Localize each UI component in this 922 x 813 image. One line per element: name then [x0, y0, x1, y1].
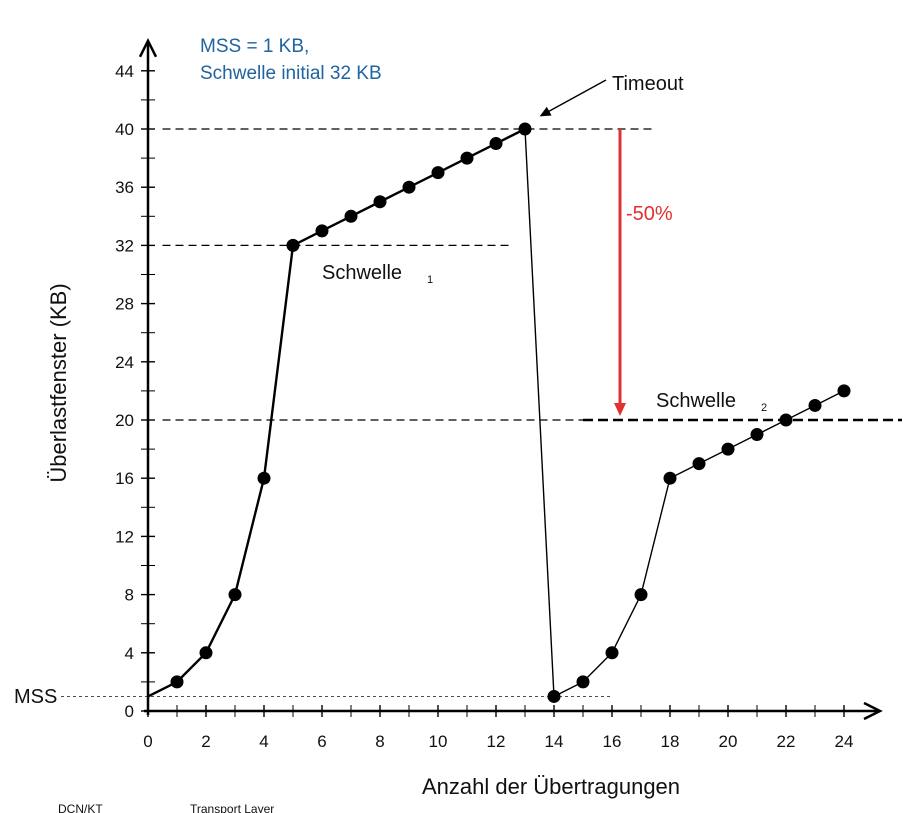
y-tick-label-8: 8 — [125, 586, 134, 605]
y-tick-label-4: 4 — [125, 644, 134, 663]
series-line-phase-2 — [524, 128, 845, 698]
footer-right: Transport Layer — [190, 802, 274, 813]
x-tick-label-20: 20 — [719, 732, 738, 751]
x-tick-label-8: 8 — [375, 732, 384, 751]
y-tick-label-20: 20 — [115, 411, 134, 430]
data-point-19 — [692, 457, 706, 471]
data-point-1 — [170, 675, 184, 689]
footer-left: DCN/KT — [58, 802, 103, 813]
y-tick-label-16: 16 — [115, 469, 134, 488]
series-line-phase-1 — [147, 127, 526, 698]
data-point-14 — [547, 689, 561, 703]
threshold-2-subscript: 2 — [761, 402, 767, 414]
data-point-16 — [605, 646, 619, 660]
mss-label: MSS — [14, 686, 57, 708]
data-point-2 — [199, 646, 213, 660]
x-axis-title: Anzahl der Übertragungen — [422, 774, 680, 799]
data-point-12 — [489, 137, 503, 151]
y-tick-label-40: 40 — [115, 120, 134, 139]
timeout-arrow — [539, 79, 607, 117]
y-tick-label-24: 24 — [115, 353, 134, 372]
y-tick-label-44: 44 — [115, 62, 134, 81]
data-point-22 — [779, 413, 793, 427]
threshold-1-subscript: 1 — [427, 274, 433, 286]
x-tick-label-0: 0 — [143, 732, 152, 751]
y-tick-label-32: 32 — [115, 236, 134, 255]
data-point-17 — [634, 588, 648, 602]
data-point-9 — [402, 180, 416, 194]
data-point-21 — [750, 428, 764, 442]
x-tick-label-22: 22 — [777, 732, 796, 751]
data-point-20 — [721, 442, 735, 456]
data-point-7 — [344, 209, 358, 223]
data-point-13 — [518, 122, 532, 136]
data-point-15 — [576, 675, 590, 689]
data-point-24 — [837, 384, 851, 398]
data-point-11 — [460, 151, 474, 165]
data-point-8 — [373, 195, 387, 209]
y-axis-title: Überlastfenster (KB) — [46, 283, 71, 482]
timeout-label: Timeout — [612, 73, 684, 95]
x-tick-label-6: 6 — [317, 732, 326, 751]
data-series — [147, 122, 851, 703]
x-axis-arrowhead — [863, 701, 883, 721]
x-tick-label-14: 14 — [545, 732, 564, 751]
data-point-18 — [663, 471, 677, 485]
y-tick-label-36: 36 — [115, 178, 134, 197]
x-tick-label-12: 12 — [487, 732, 506, 751]
data-point-10 — [431, 166, 445, 180]
x-tick-label-16: 16 — [603, 732, 622, 751]
y-tick-label-28: 28 — [115, 295, 134, 314]
axes — [138, 38, 883, 721]
drop-label: -50% — [626, 203, 673, 225]
data-point-3 — [228, 588, 242, 602]
y-axis-arrowhead — [138, 38, 158, 58]
data-point-6 — [315, 224, 329, 238]
data-point-5 — [286, 238, 300, 252]
x-tick-label-24: 24 — [835, 732, 854, 751]
x-tick-label-10: 10 — [429, 732, 448, 751]
data-point-23 — [808, 398, 822, 412]
reference-lines — [61, 128, 902, 697]
data-point-4 — [257, 471, 271, 485]
y-tick-label-0: 0 — [125, 702, 134, 721]
y-tick-label-12: 12 — [115, 527, 134, 546]
note-line-2: Schwelle initial 32 KB — [200, 63, 382, 84]
threshold-1-label: Schwelle — [322, 262, 402, 284]
x-tick-label-18: 18 — [661, 732, 680, 751]
x-tick-label-2: 2 — [201, 732, 210, 751]
x-tick-label-4: 4 — [259, 732, 268, 751]
threshold-2-label: Schwelle — [656, 390, 736, 412]
note-line-1: MSS = 1 KB, — [200, 36, 309, 57]
